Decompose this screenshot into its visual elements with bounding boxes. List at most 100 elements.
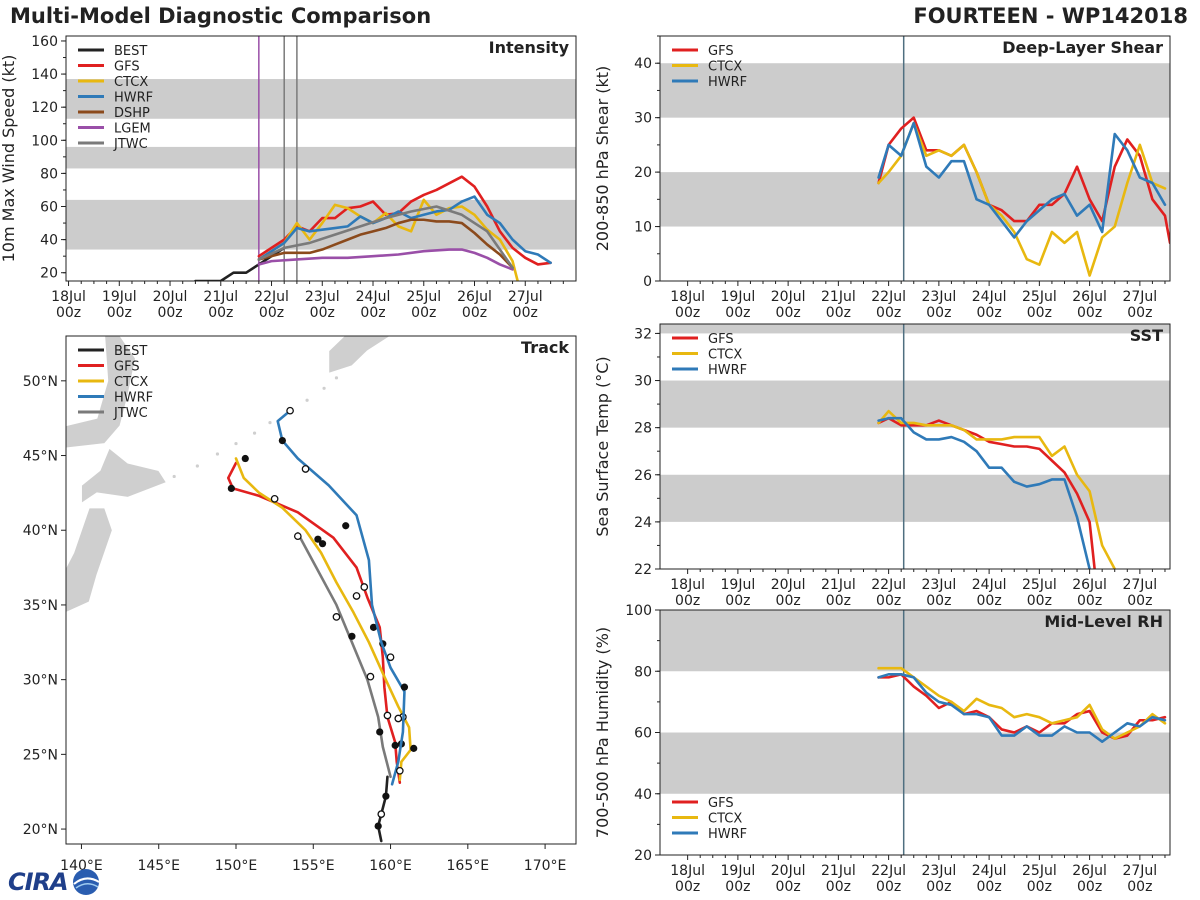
y-tick-label: 40	[40, 233, 58, 249]
land-mass	[328, 336, 392, 375]
x-tick-hour: 00z	[725, 879, 750, 895]
series-dshp	[257, 218, 514, 270]
y-tick-label: 20	[634, 165, 652, 181]
legend-label-jtwc: JTWC	[113, 137, 148, 152]
track-point-filled	[410, 744, 418, 752]
panel-plot-area	[66, 336, 418, 843]
x-tick-day: 27Jul	[1122, 289, 1157, 305]
track-point-filled	[342, 522, 350, 530]
x-tick-day: 27Jul	[1122, 577, 1157, 593]
y-axis-label: 10m Max Wind Speed (kt)	[0, 55, 18, 263]
y-tick-label: 26	[634, 468, 652, 484]
island-dot	[322, 386, 326, 390]
shaded-band	[660, 610, 1170, 672]
series-line-jtwc	[296, 531, 392, 779]
track-point-open	[301, 465, 310, 473]
x-tick-hour: 00z	[776, 305, 801, 321]
x-tick-hour: 00z	[462, 305, 487, 321]
track-point-filled	[382, 792, 390, 800]
panel-rh: 2040608010018Jul00z19Jul00z20Jul00z21Jul…	[593, 603, 1171, 895]
x-tick-day: 20Jul	[771, 289, 806, 305]
shaded-band	[660, 63, 1170, 118]
legend-label-ctcx: CTCX	[708, 60, 742, 75]
y-tick-label: 32	[634, 326, 652, 342]
x-tick-hour: 00z	[725, 593, 750, 609]
series-best	[374, 775, 390, 843]
series-line-ctcx	[877, 409, 1117, 569]
legend-label-ctcx: CTCX	[708, 348, 742, 363]
x-tick-day: 26Jul	[457, 289, 492, 305]
y-tick-label: 25°N	[23, 747, 58, 763]
shaded-band	[66, 146, 576, 169]
legend-label-gfs: GFS	[114, 60, 140, 75]
x-tick-day: 24Jul	[356, 289, 391, 305]
x-tick-hour: 00z	[926, 879, 951, 895]
track-point-open	[286, 406, 294, 415]
x-tick-hour: 00z	[1027, 593, 1052, 609]
x-tick-hour: 00z	[1077, 593, 1102, 609]
series-line-ctcx	[234, 457, 412, 782]
island-dot	[252, 431, 257, 435]
series-line-jtwc	[257, 205, 514, 270]
x-tick-hour: 00z	[926, 593, 951, 609]
y-tick-label: 30°N	[23, 673, 58, 689]
x-tick-hour: 00z	[157, 305, 182, 321]
x-tick-hour: 00z	[1027, 305, 1052, 321]
series-ctcx	[877, 409, 1117, 569]
x-tick-hour: 00z	[107, 305, 132, 321]
panel-plot-area	[660, 36, 1170, 281]
panel-sst: 22242628303218Jul00z19Jul00z20Jul00z21Ju…	[593, 323, 1171, 609]
series-ctcx	[234, 454, 418, 782]
land-mass	[66, 507, 113, 613]
series-lgem	[257, 248, 514, 271]
track-point-filled	[314, 535, 322, 543]
series-line-hwrf	[276, 409, 406, 786]
y-tick-label: 24	[634, 515, 652, 531]
legend-label-gfs: GFS	[708, 796, 734, 811]
legend-label-gfs: GFS	[708, 44, 734, 59]
x-tick-label: 155°E	[292, 858, 335, 874]
island-dot	[215, 452, 220, 456]
land-mass	[80, 447, 168, 505]
x-tick-day: 21Jul	[821, 577, 856, 593]
shaded-band	[660, 732, 1170, 794]
x-tick-day: 20Jul	[771, 863, 806, 879]
x-tick-label: 150°E	[215, 858, 258, 874]
cira-logo-text: CIRA	[8, 868, 69, 896]
series-line-hwrf	[257, 195, 552, 265]
track-point-open	[377, 810, 386, 818]
y-axis-label: Sea Surface Temp (°C)	[593, 356, 612, 536]
y-tick-label: 35°N	[23, 598, 58, 614]
island-dot	[172, 474, 176, 479]
storm-name: FOURTEEN - WP142018	[913, 4, 1188, 28]
track-point-filled	[318, 540, 327, 548]
figure-title: Multi-Model Diagnostic Comparison	[10, 4, 432, 28]
x-tick-day: 22Jul	[871, 863, 906, 879]
track-point-open	[366, 672, 375, 681]
legend-label-gfs: GFS	[114, 360, 140, 375]
x-tick-day: 25Jul	[1022, 577, 1057, 593]
y-tick-label: 10	[634, 220, 652, 236]
legend-label-ctcx: CTCX	[708, 812, 742, 827]
track-point-filled	[241, 454, 249, 463]
track-point-filled	[278, 436, 286, 445]
series-hwrf	[877, 416, 1091, 569]
x-tick-day: 23Jul	[305, 289, 340, 305]
shaded-band	[660, 324, 1170, 334]
x-tick-day: 18Jul	[670, 577, 705, 593]
series-hwrf	[257, 195, 552, 265]
panel-frame	[659, 323, 1171, 570]
x-tick-hour: 00z	[360, 305, 385, 321]
x-tick-day: 23Jul	[922, 863, 957, 879]
series-line-gfs	[226, 461, 402, 785]
x-tick-label: 170°E	[524, 858, 567, 874]
y-tick-label: 120	[31, 100, 58, 116]
x-tick-label: 145°E	[137, 858, 180, 874]
legend-label-lgem: LGEM	[114, 122, 151, 137]
track-point-open	[394, 714, 403, 723]
x-tick-hour: 00z	[411, 305, 436, 321]
